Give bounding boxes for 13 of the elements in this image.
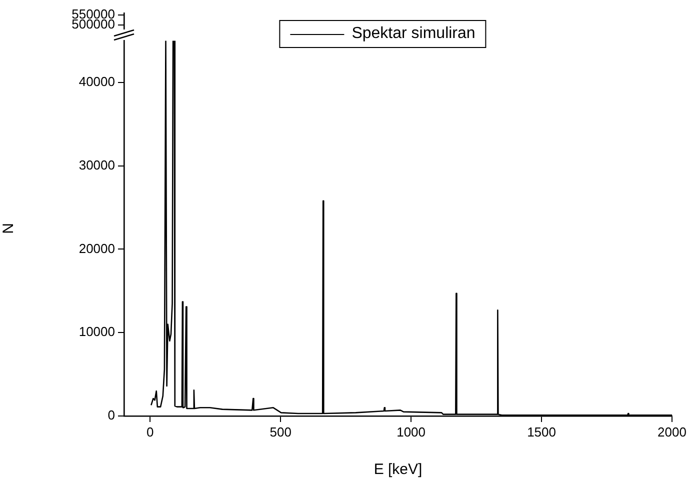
x-tick-label: 2000 bbox=[658, 424, 686, 440]
x-tick-label: 500 bbox=[270, 424, 292, 440]
x-axis-title: E [keV] bbox=[374, 461, 422, 478]
y-tick-label: 20000 bbox=[78, 240, 115, 256]
x-tick-label: 1000 bbox=[396, 424, 426, 440]
y-tick-label: 0 bbox=[108, 408, 115, 423]
x-tick-label: 1500 bbox=[527, 424, 556, 440]
y-tick-label: 30000 bbox=[78, 157, 115, 172]
legend-label: Spektar simuliran bbox=[352, 25, 476, 43]
y-tick-label: 10000 bbox=[78, 324, 115, 340]
x-tick-label: 0 bbox=[146, 424, 154, 440]
y-axis-title: N bbox=[0, 222, 18, 234]
y-tick-label: 40000 bbox=[78, 74, 115, 90]
